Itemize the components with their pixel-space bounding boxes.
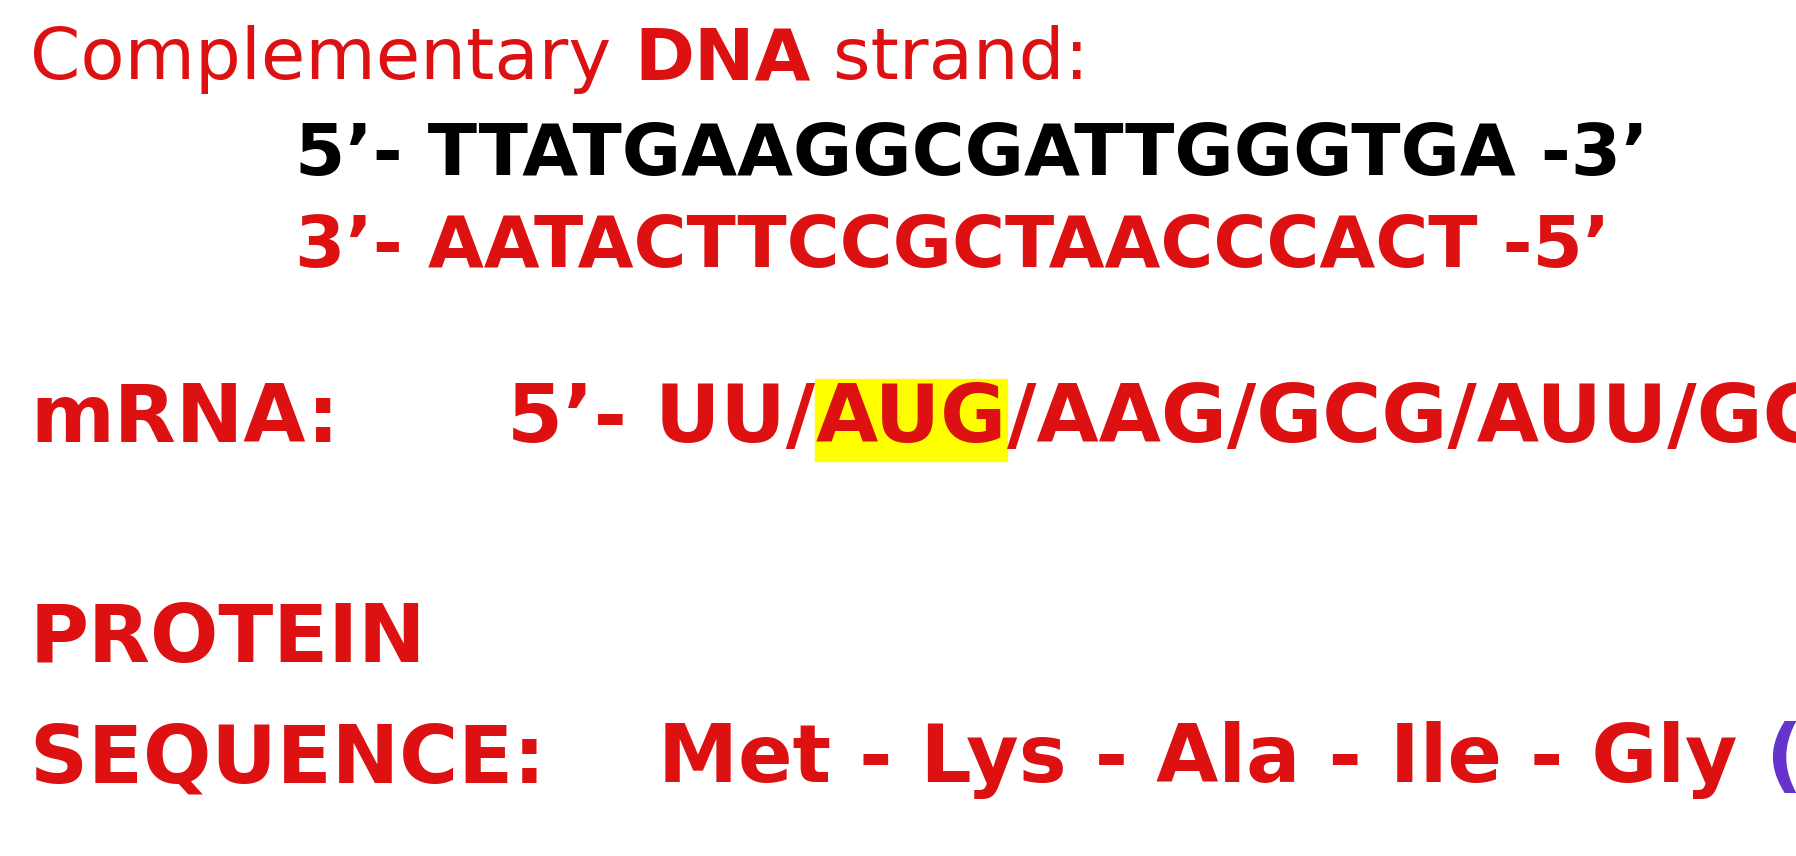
Text: AUG: AUG [815,381,1006,459]
FancyBboxPatch shape [815,379,1006,461]
Text: mRNA:: mRNA: [31,381,339,459]
Text: Complementary: Complementary [31,26,634,94]
Text: SEQUENCE:: SEQUENCE: [31,721,657,799]
Text: /AAG/GCG/AUU/GGG/UGA -3’: /AAG/GCG/AUU/GGG/UGA -3’ [1006,381,1796,459]
Text: PROTEIN: PROTEIN [31,601,426,679]
Text: 3’- AATACTTCCGCTAACCCACT -5’: 3’- AATACTTCCGCTAACCCACT -5’ [295,213,1611,282]
Text: DNA: DNA [634,26,810,94]
Text: 5’- UU/: 5’- UU/ [339,381,815,459]
Text: strand:: strand: [810,26,1090,94]
Text: Met - Lys - Ala - Ile - Gly: Met - Lys - Ala - Ile - Gly [657,721,1765,799]
Text: 5’- TTATGAAGGCGATTGGGTGA -3’: 5’- TTATGAAGGCGATTGGGTGA -3’ [295,121,1649,189]
Text: (stop): (stop) [1765,721,1796,799]
